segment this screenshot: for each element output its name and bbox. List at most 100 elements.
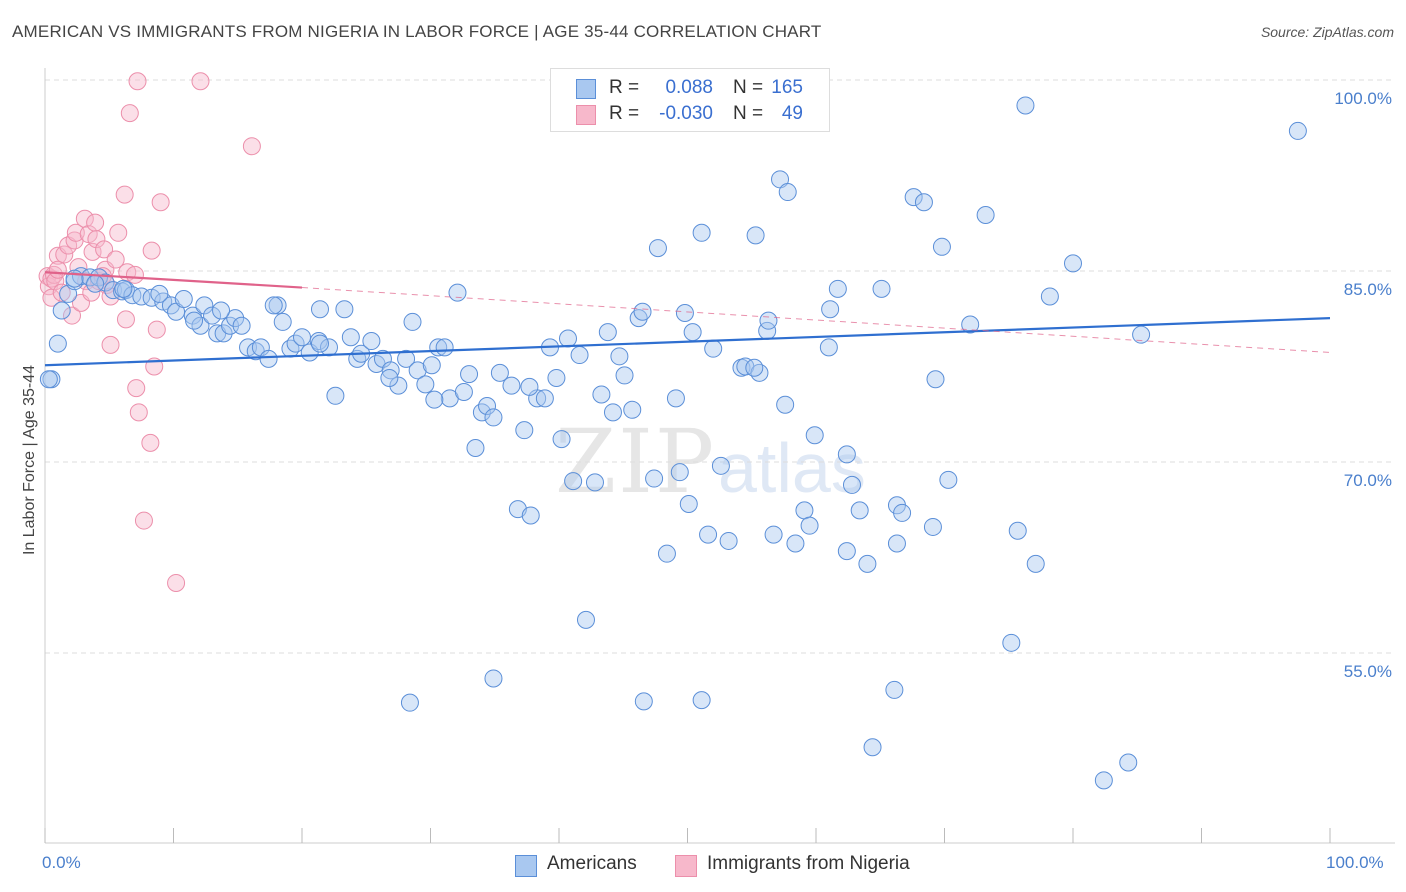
americans-point (310, 334, 329, 353)
americans-point (150, 284, 169, 303)
americans-point (521, 506, 540, 525)
americans-point (850, 501, 869, 520)
americans-point (778, 183, 797, 202)
nigeria-point (115, 185, 134, 204)
americans-point (675, 304, 694, 323)
americans-point (746, 226, 765, 245)
y-tick-labels: 100.0% 85.0% 70.0% 55.0% (1334, 89, 1392, 681)
legend-label-americans: Americans (547, 853, 637, 874)
nigeria-point (134, 511, 153, 530)
americans-point (1094, 771, 1113, 790)
nigeria-point (142, 241, 161, 260)
americans-point (1008, 521, 1027, 540)
series-americans (39, 96, 1307, 790)
americans-point (1016, 96, 1035, 115)
americans-point (397, 349, 416, 368)
americans-point (683, 323, 702, 342)
americans-point (286, 334, 305, 353)
americans-point (558, 329, 577, 348)
americans-point (232, 316, 251, 335)
nigeria-point (106, 250, 125, 269)
americans-point (842, 475, 861, 494)
americans-point (448, 283, 467, 302)
americans-point (634, 692, 653, 711)
americans-point (615, 366, 634, 385)
americans-point (976, 205, 995, 224)
americans-point (692, 223, 711, 242)
nigeria-point (87, 230, 106, 249)
r-value-nigeria: -0.030 (659, 103, 713, 124)
series-nigeria (38, 72, 261, 592)
americans-point (837, 542, 856, 561)
y-tick-label: 100.0% (1334, 89, 1392, 108)
nigeria-point (167, 573, 186, 592)
americans-point (268, 296, 287, 315)
americans-point (570, 346, 589, 365)
watermark-atlas: atlas (718, 429, 866, 507)
americans-point (776, 395, 795, 414)
legend-swatch-americans (515, 855, 537, 877)
nigeria-trend-extension (301, 287, 1331, 353)
americans-point (610, 347, 629, 366)
americans-point (863, 738, 882, 757)
americans-point (603, 403, 622, 422)
americans-point (926, 370, 945, 389)
americans-swatch (576, 79, 596, 99)
n-label: N = (733, 103, 764, 124)
nigeria-point (125, 265, 144, 284)
americans-point (502, 376, 521, 395)
americans-point (1040, 287, 1059, 306)
americans-point (460, 365, 479, 384)
nigeria-point (128, 72, 147, 91)
americans-point (425, 390, 444, 409)
americans-point (185, 311, 204, 330)
americans-point (821, 300, 840, 319)
americans-point (552, 430, 571, 449)
r-label: R = (609, 103, 640, 124)
americans-point (48, 334, 67, 353)
nigeria-point (141, 433, 160, 452)
americans-point (326, 386, 345, 405)
y-tick-label: 70.0% (1344, 471, 1392, 490)
americans-point (1119, 753, 1138, 772)
americans-point (904, 188, 923, 207)
americans-point (745, 358, 764, 377)
americans-point (515, 421, 534, 440)
nigeria-point (242, 137, 261, 156)
n-value-americans: 165 (771, 77, 803, 98)
americans-point (422, 356, 441, 375)
americans-point (381, 361, 400, 380)
x-tick-max: 100.0% (1326, 853, 1384, 872)
americans-point (195, 296, 214, 315)
americans-point (598, 323, 617, 342)
americans-point (478, 396, 497, 415)
americans-point (123, 286, 142, 305)
americans-point (837, 445, 856, 464)
americans-point (585, 473, 604, 492)
americans-trend-line (44, 317, 1331, 367)
americans-point (389, 376, 408, 395)
y-tick-label: 85.0% (1344, 280, 1392, 299)
americans-point (872, 279, 891, 298)
americans-point (961, 315, 980, 334)
nigeria-point (101, 335, 120, 354)
americans-point (648, 239, 667, 258)
nigeria-point (55, 245, 74, 264)
americans-point (466, 438, 485, 457)
americans-point (484, 669, 503, 688)
americans-point (750, 363, 769, 382)
americans-point (795, 501, 814, 520)
legend-swatch-nigeria (675, 855, 697, 877)
americans-point (819, 338, 838, 357)
x-tick-min: 0.0% (42, 853, 81, 872)
americans-point (786, 534, 805, 553)
americans-point (520, 377, 539, 396)
trend-lines (44, 271, 1331, 367)
nigeria-trend-line (44, 271, 303, 289)
americans-point (887, 534, 906, 553)
grid-lines (45, 79, 1395, 654)
americans-point (86, 274, 105, 293)
americans-point (805, 426, 824, 445)
americans-point (704, 339, 723, 358)
